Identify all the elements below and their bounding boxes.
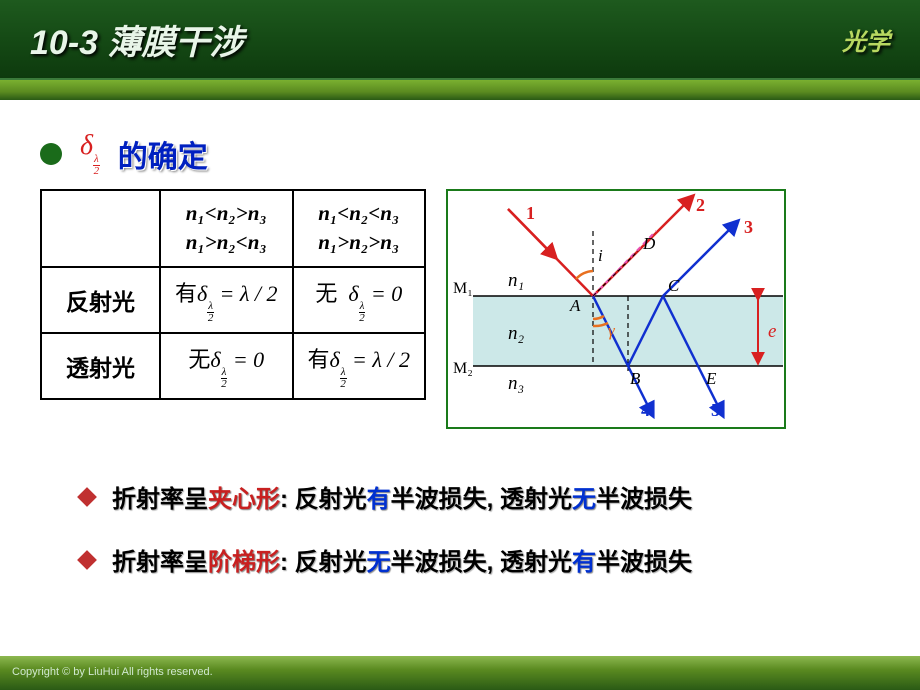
svg-text:n₂: n₂	[508, 323, 525, 344]
svg-text:3: 3	[744, 217, 753, 237]
table-r1c1: 有δλ2 = λ / 2	[160, 267, 293, 333]
table-col2-header: n₁<n₂<n₃ n₁>n₂>n₃	[293, 190, 426, 267]
slide-subject: 光学	[842, 22, 890, 57]
table-row2-label: 透射光	[41, 333, 160, 399]
section-heading: δλ2 的确定	[40, 130, 880, 177]
bullet-circle-icon	[40, 143, 62, 165]
svg-text:D: D	[642, 234, 656, 253]
svg-text:2: 2	[696, 195, 705, 215]
svg-text:4: 4	[641, 400, 650, 420]
table-r2c2: 有δλ2 = λ / 2	[293, 333, 426, 399]
svg-text:E: E	[705, 369, 717, 388]
table-row1-label: 反射光	[41, 267, 160, 333]
table-col1-header: n₁<n₂>n₃ n₁>n₂<n₃	[160, 190, 293, 267]
svg-text:5: 5	[711, 400, 720, 420]
optics-diagram: 1 2 3 4 5 A B C D E i γ M₁ M₂ n₁ n₂ n₃ e	[446, 189, 786, 429]
bullet-line-1: 折射率呈夹心形: 反射光有半波损失, 透射光无半波损失	[40, 479, 880, 514]
svg-text:i: i	[598, 246, 603, 265]
diagram-svg: 1 2 3 4 5 A B C D E i γ M₁ M₂ n₁ n₂ n₃ e	[448, 191, 784, 427]
table-corner	[41, 190, 160, 267]
slide-footer: Copyright © by LiuHui All rights reserve…	[0, 656, 920, 690]
slide-content: δλ2 的确定 n₁<n₂>n₃ n₁>n₂<n₃ n₁<n₂<n₃ n₁>n₂…	[0, 100, 920, 656]
table-r2c1: 无δλ2 = 0	[160, 333, 293, 399]
top-row: n₁<n₂>n₃ n₁>n₂<n₃ n₁<n₂<n₃ n₁>n₂>n₃ 反射光 …	[40, 189, 880, 429]
svg-text:M₁: M₁	[453, 280, 473, 297]
slide-title: 10-3 薄膜干涉	[30, 15, 244, 64]
table-r1c2: 无 δλ2 = 0	[293, 267, 426, 333]
svg-text:1: 1	[526, 203, 535, 223]
accent-bar	[0, 80, 920, 100]
svg-text:C: C	[668, 276, 680, 295]
svg-text:M₂: M₂	[453, 360, 473, 377]
summary-bullets: 折射率呈夹心形: 反射光有半波损失, 透射光无半波损失 折射率呈阶梯形: 反射光…	[40, 479, 880, 577]
slide-header: 10-3 薄膜干涉 光学	[0, 0, 920, 80]
svg-text:A: A	[569, 296, 581, 315]
bullet-line-2: 折射率呈阶梯形: 反射光无半波损失, 透射光有半波损失	[40, 542, 880, 577]
delta-symbol: δλ2	[80, 130, 100, 177]
svg-text:n₃: n₃	[508, 373, 524, 394]
conditions-table: n₁<n₂>n₃ n₁>n₂<n₃ n₁<n₂<n₃ n₁>n₂>n₃ 反射光 …	[40, 189, 426, 400]
section-title: 的确定	[118, 132, 208, 176]
svg-text:e: e	[768, 321, 776, 342]
svg-text:B: B	[630, 369, 641, 388]
diamond-icon	[77, 487, 97, 507]
diamond-icon	[77, 550, 97, 570]
svg-text:n₁: n₁	[508, 270, 524, 291]
